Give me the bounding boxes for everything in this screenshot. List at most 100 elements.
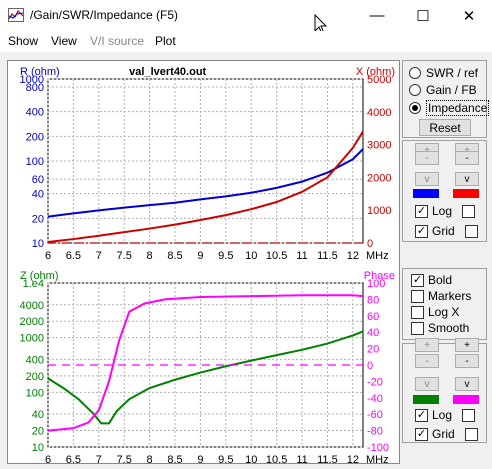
markers-label: Markers — [428, 289, 472, 303]
left-tick-label: 60 — [32, 174, 44, 186]
top-left-down-button[interactable]: v — [415, 172, 439, 186]
smooth-label: Smooth — [428, 321, 470, 335]
x-tick-label: 12 — [347, 454, 359, 463]
radio-impedance-dot — [412, 105, 418, 111]
left-tick-label: 40 — [32, 189, 44, 201]
logx-check-box[interactable] — [411, 305, 424, 319]
bold-check-box[interactable]: ✓ — [411, 273, 424, 287]
bottom-left-plus-button[interactable]: + — [415, 338, 439, 352]
top-grid-checkbox[interactable]: ✓ Grid — [415, 224, 478, 238]
x-tick-label: 9.5 — [218, 454, 233, 463]
bottom-log-checkbox[interactable]: ✓ Log — [415, 408, 476, 422]
top-log-right-check-box[interactable] — [462, 204, 476, 218]
bottom-right-plus-button[interactable]: + — [455, 338, 479, 352]
bottom-right-down-button[interactable]: v — [455, 377, 479, 391]
right-tick-label: 60 — [367, 311, 379, 323]
smooth-check-box[interactable] — [411, 321, 424, 335]
menu-plot[interactable]: Plot — [155, 34, 176, 48]
radio-impedance-circle[interactable] — [409, 102, 421, 114]
left-tick-label: 10 — [32, 442, 44, 454]
bottom-grid-right-check-box[interactable] — [464, 427, 478, 441]
option-markers[interactable]: Markers — [411, 289, 471, 303]
top-grid-check-box[interactable]: ✓ — [415, 224, 428, 238]
x-tick-label: 11.5 — [317, 250, 338, 262]
right-tick-label: -60 — [367, 409, 383, 421]
right-tick-label: 3000 — [367, 140, 391, 152]
menu-show[interactable]: Show — [8, 34, 39, 48]
x-tick-label: 8 — [147, 250, 153, 262]
right-axis-label: Phase — [364, 270, 395, 282]
left-tick-label: 200 — [26, 371, 44, 383]
top-log-checkbox[interactable]: ✓ Log — [415, 204, 476, 218]
left-tick-label: 2000 — [20, 316, 44, 328]
bottom-log-right-check-box[interactable] — [462, 408, 476, 422]
x-tick-label: 6.5 — [66, 250, 81, 262]
radio-impedance[interactable]: Impedance — [409, 100, 490, 116]
x-tick-label: 9 — [197, 250, 203, 262]
radio-swr-circle[interactable] — [409, 67, 421, 79]
series-line-blue — [47, 148, 364, 218]
option-smooth[interactable]: Smooth — [411, 321, 469, 335]
left-tick-label: 1.e4 — [23, 278, 44, 290]
x-tick-label: 12 — [347, 250, 359, 262]
radio-swr-label: SWR / ref — [426, 66, 479, 80]
bottom-grid-check-box[interactable]: ✓ — [415, 427, 428, 441]
x-tick-label: 8.5 — [167, 250, 182, 262]
close-icon: ✕ — [462, 7, 476, 25]
title-bar: /Gain/SWR/Impedance (F5) — ☐ ✕ — [0, 0, 492, 35]
top-right-down-button[interactable]: v — [455, 172, 479, 186]
charts-svg: 6 6.5 7 7.5 8 8.5 9 9.5 10 10.5 11 11.5 12 MHz1000800… — [20, 66, 395, 466]
maximize-button[interactable]: ☐ — [400, 0, 446, 31]
x-tick-label: 9 — [197, 454, 203, 463]
x-tick-label: 7 — [96, 250, 102, 262]
bottom-left-minus-button[interactable]: - — [415, 354, 439, 368]
maximize-icon: ☐ — [416, 7, 430, 25]
series-line-magenta — [47, 294, 364, 432]
left-tick-label: 200 — [26, 131, 44, 143]
top-left-minus-button[interactable]: - — [415, 151, 439, 165]
reset-button[interactable]: Reset — [419, 119, 471, 136]
top-log-check-box[interactable]: ✓ — [415, 204, 428, 218]
right-tick-label: -20 — [367, 376, 383, 388]
window-title: /Gain/SWR/Impedance (F5) — [30, 8, 179, 22]
radio-gain[interactable]: Gain / FB — [409, 83, 477, 97]
top-grid-right-check-box[interactable] — [464, 224, 478, 238]
green-color-swatch[interactable] — [413, 395, 439, 404]
red-color-swatch[interactable] — [453, 189, 479, 198]
option-bold[interactable]: ✓ Bold — [411, 273, 452, 287]
magenta-color-swatch[interactable] — [453, 395, 479, 404]
close-button[interactable]: ✕ — [446, 0, 492, 31]
bottom-log-check-box[interactable]: ✓ — [415, 408, 428, 422]
markers-check-box[interactable] — [411, 289, 424, 303]
left-tick-label: 1000 — [20, 333, 44, 345]
bottom-right-minus-button[interactable]: - — [455, 354, 479, 368]
x-tick-label: 6.5 — [66, 454, 81, 463]
left-tick-label: 4000 — [20, 300, 44, 312]
menu-vi-source[interactable]: V/I source — [90, 34, 145, 48]
radio-gain-circle[interactable] — [409, 84, 421, 96]
menu-view[interactable]: View — [51, 34, 77, 48]
bottom-grid-label: Grid — [432, 427, 455, 441]
left-tick-label: 100 — [26, 387, 44, 399]
x-tick-label: 8 — [147, 454, 153, 463]
option-logx[interactable]: Log X — [411, 305, 459, 319]
right-tick-label: 4000 — [367, 107, 391, 119]
radio-gain-label: Gain / FB — [426, 83, 477, 97]
left-tick-label: 400 — [26, 107, 44, 119]
chart-title: val_lvert40.out — [129, 66, 206, 78]
blue-color-swatch[interactable] — [413, 189, 439, 198]
app-chart-icon — [8, 8, 24, 22]
left-tick-label: 20 — [32, 426, 44, 438]
client-area: 6 6.5 7 7.5 8 8.5 9 9.5 10 10.5 11 11.5 12 MHz 1000 800… — [0, 52, 492, 469]
x-tick-label: 10 — [245, 250, 257, 262]
chart-panel: 6 6.5 7 7.5 8 8.5 9 9.5 10 10.5 11 11.5 12 MHz 1000 800… — [7, 60, 400, 466]
top-right-minus-button[interactable]: - — [455, 151, 479, 165]
x-tick-label: 10 — [245, 454, 257, 463]
minimize-button[interactable]: — — [354, 0, 400, 31]
bottom-left-down-button[interactable]: v — [415, 377, 439, 391]
left-tick-label: 10 — [32, 238, 44, 250]
x-unit-label: MHz — [366, 454, 389, 463]
bottom-grid-checkbox[interactable]: ✓ Grid — [415, 427, 478, 441]
radio-swr[interactable]: SWR / ref — [409, 66, 478, 80]
left-tick-label: 400 — [26, 354, 44, 366]
